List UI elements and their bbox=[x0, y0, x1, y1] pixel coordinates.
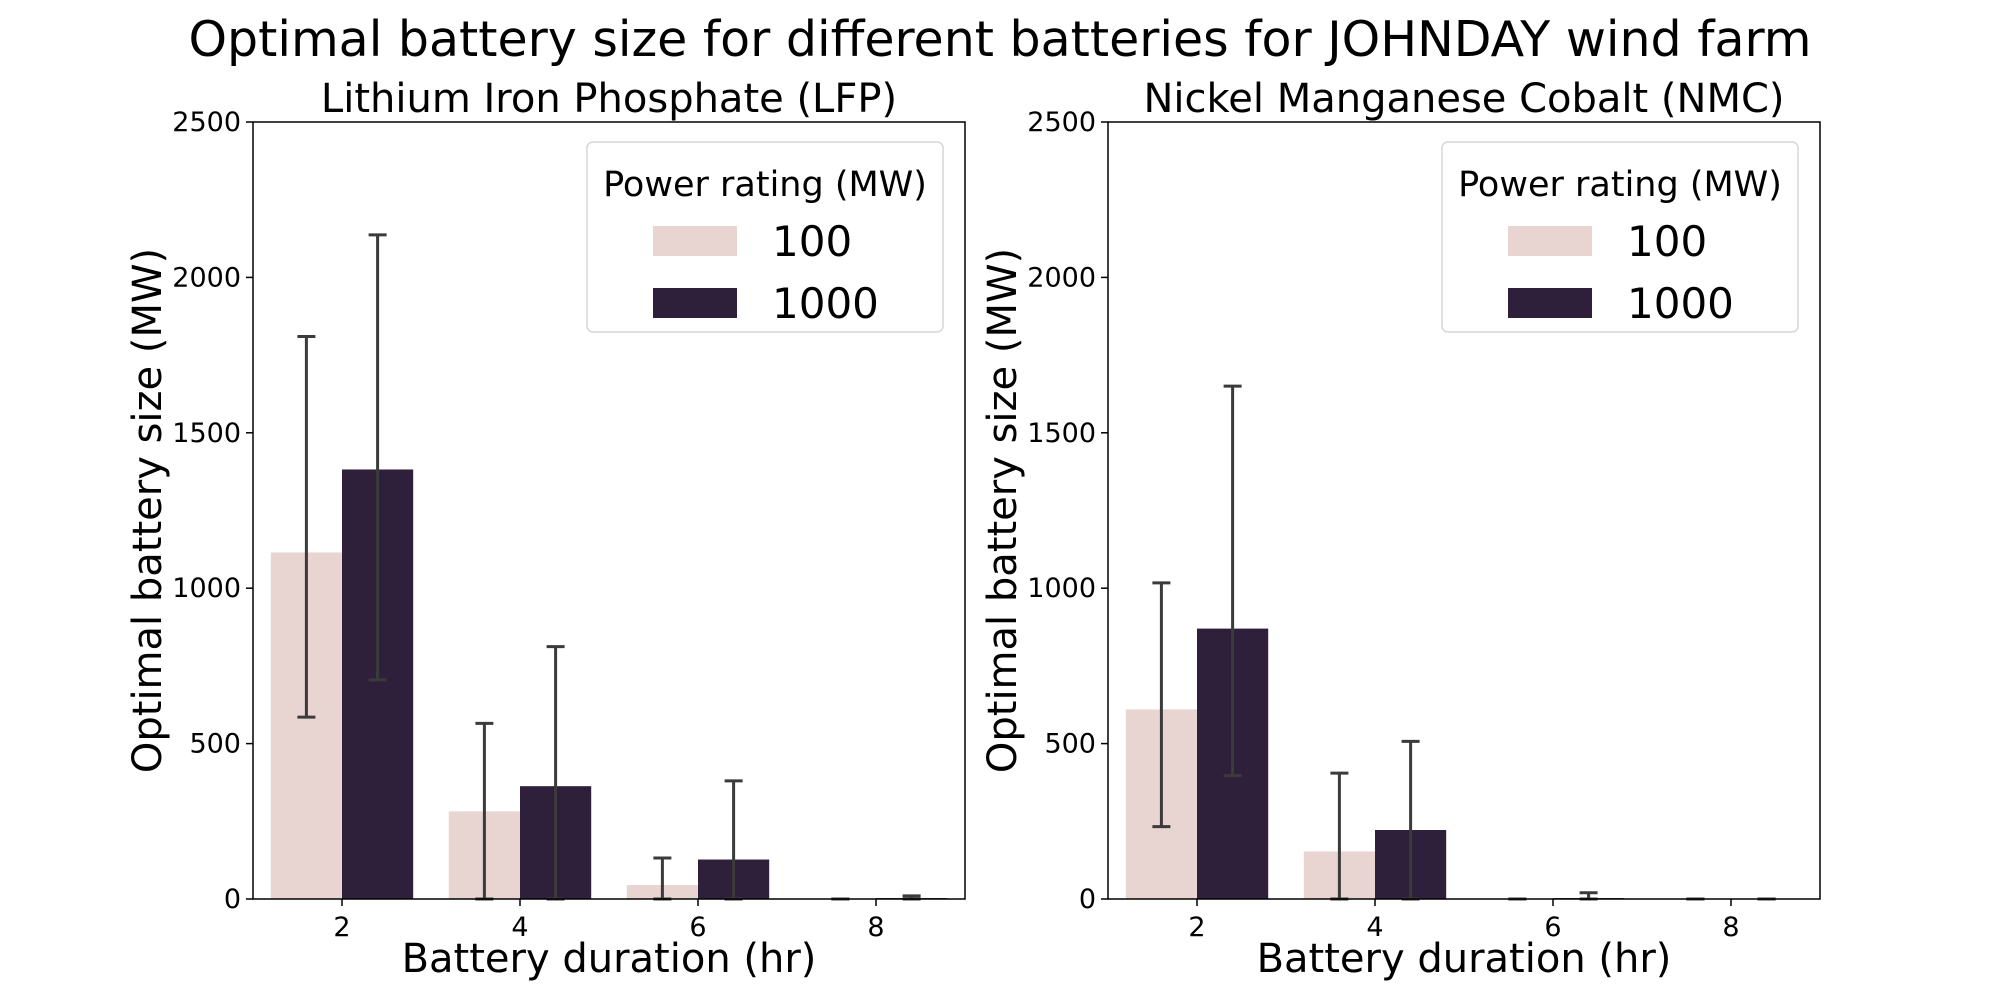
y-axis-title: Optimal battery size (MW) bbox=[980, 248, 1026, 773]
x-axis-title: Battery duration (hr) bbox=[402, 936, 817, 982]
subplot-title: Lithium Iron Phosphate (LFP) bbox=[321, 76, 897, 122]
subplot-2: 0 500 1000 1500 2000 2500 2 4 6 8 Battery duration… bbox=[980, 76, 1821, 982]
x-axis-title: Battery duration (hr) bbox=[1257, 936, 1672, 982]
y-tick-label: 2500 bbox=[1027, 107, 1096, 138]
legend-swatch-100 bbox=[653, 226, 737, 256]
legend-title: Power rating (MW) bbox=[1458, 165, 1782, 205]
subplot-1: 0 500 1000 1500 2000 2500 2 4 6 8 Battery duration… bbox=[125, 76, 966, 982]
x-tick-label: 6 bbox=[689, 912, 706, 943]
legend-box bbox=[1441, 141, 1799, 333]
errorbar-100-2 bbox=[1152, 581, 1171, 829]
legend: Power rating (MW) 100 1000 bbox=[1441, 141, 1799, 333]
legend-label-1000: 1000 bbox=[772, 279, 879, 328]
x-tick-label: 8 bbox=[867, 912, 884, 943]
axes-frame bbox=[252, 121, 966, 900]
legend-label-1000: 1000 bbox=[1627, 279, 1734, 328]
y-tick-label: 2000 bbox=[1027, 262, 1096, 293]
y-tick-label: 500 bbox=[1044, 729, 1096, 760]
legend-label-100: 100 bbox=[772, 217, 852, 266]
errorbar-1000-6 bbox=[1579, 891, 1598, 901]
y-tick-label: 1500 bbox=[172, 418, 241, 449]
errorbar-100-2 bbox=[297, 334, 316, 719]
y-tick-label: 2000 bbox=[172, 262, 241, 293]
y-tick-label: 2500 bbox=[172, 107, 241, 138]
y-tick-label: 0 bbox=[224, 884, 241, 915]
y-tick-label: 1000 bbox=[1027, 573, 1096, 604]
subplot-title: Nickel Manganese Cobalt (NMC) bbox=[1144, 76, 1785, 122]
legend-title: Power rating (MW) bbox=[603, 165, 927, 205]
x-tick-label: 2 bbox=[1188, 912, 1205, 943]
figure-title: Optimal battery size for different batte… bbox=[188, 11, 1811, 68]
y-tick-label: 500 bbox=[189, 729, 241, 760]
errorbar-1000-2 bbox=[1223, 384, 1242, 778]
x-tick-label: 2 bbox=[333, 912, 350, 943]
legend-label-100: 100 bbox=[1627, 217, 1707, 266]
legend-swatch-1000 bbox=[1508, 288, 1592, 318]
axes-frame bbox=[1107, 121, 1821, 900]
x-tick-label: 4 bbox=[511, 912, 528, 943]
x-tick-label: 6 bbox=[1544, 912, 1561, 943]
errorbar-1000-2 bbox=[368, 233, 387, 682]
legend-box bbox=[586, 141, 944, 333]
x-tick-label: 4 bbox=[1366, 912, 1383, 943]
x-tick-label: 8 bbox=[1722, 912, 1739, 943]
legend-swatch-1000 bbox=[653, 288, 737, 318]
legend: Power rating (MW) 100 1000 bbox=[586, 141, 944, 333]
y-tick-label: 0 bbox=[1079, 884, 1096, 915]
legend-swatch-100 bbox=[1508, 226, 1592, 256]
y-axis-title: Optimal battery size (MW) bbox=[125, 248, 171, 773]
y-tick-label: 1000 bbox=[172, 573, 241, 604]
y-tick-label: 1500 bbox=[1027, 418, 1096, 449]
